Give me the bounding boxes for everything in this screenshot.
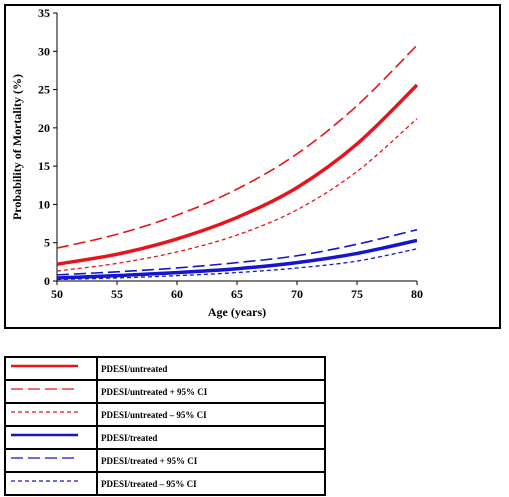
legend-row: PDESI/untreated + 95% CI [4, 379, 326, 404]
x-tick-label-55: 55 [111, 287, 123, 301]
legend-swatch [11, 411, 78, 413]
series-line-2 [56, 118, 418, 272]
legend-label: PDESI/treated + 95% CI [96, 448, 326, 473]
legend-swatch [11, 480, 78, 482]
legend-label: PDESI/untreated [96, 356, 326, 381]
legend-label: PDESI/treated – 95% CI [96, 471, 326, 496]
legend-swatch-cell [4, 356, 98, 381]
legend-swatch-cell [4, 379, 98, 404]
y-tick-label-20: 20 [38, 121, 50, 135]
legend-row: PDESI/untreated [4, 356, 326, 381]
series-line-0 [56, 83, 419, 266]
x-tick-label-75: 75 [351, 287, 363, 301]
legend-swatch [11, 388, 78, 390]
x-tick-label-50: 50 [51, 287, 63, 301]
legend-row: PDESI/untreated – 95% CI [4, 402, 326, 427]
x-tick-label-60: 60 [171, 287, 183, 301]
legend-swatch [11, 433, 78, 437]
legend-row: PDESI/treated + 95% CI [4, 448, 326, 473]
y-tick-label-35: 35 [38, 6, 50, 20]
y-tick-label-10: 10 [38, 197, 50, 211]
x-tick-label-65: 65 [231, 287, 243, 301]
x-tick-label-80: 80 [411, 287, 423, 301]
legend-swatch-cell [4, 402, 98, 427]
series-line-4 [56, 228, 418, 276]
legend-row: PDESI/treated – 95% CI [4, 471, 326, 496]
legend-label: PDESI/untreated – 95% CI [96, 402, 326, 427]
legend-label: PDESI/treated [96, 425, 326, 450]
legend-swatch [11, 364, 78, 368]
legend-swatch [11, 457, 78, 459]
x-tick-label-70: 70 [291, 287, 303, 301]
legend-label: PDESI/untreated + 95% CI [96, 379, 326, 404]
plot-frame [4, 4, 501, 329]
x-axis-title: Age (years) [208, 305, 266, 319]
series-line-3 [56, 238, 418, 280]
y-tick-label-30: 30 [38, 44, 50, 58]
chart-svg: 0 5 10 15 20 25 30 35 50 55 60 65 70 75 80 Age (years) P… [10, 6, 423, 319]
y-axis-title: Probability of Mortality (%) [10, 74, 24, 220]
legend-table: PDESI/untreated PDESI/untreated + 95% CI P… [4, 356, 326, 496]
legend-swatch-cell [4, 471, 98, 496]
y-tick-label-15: 15 [38, 159, 50, 173]
legend-row: PDESI/treated [4, 425, 326, 450]
series-line-1 [56, 44, 418, 249]
y-tick-label-0: 0 [44, 274, 50, 288]
legend-swatch-cell [4, 448, 98, 473]
y-tick-label-5: 5 [44, 236, 50, 250]
y-tick-label-25: 25 [38, 83, 50, 97]
legend-swatch-cell [4, 425, 98, 450]
